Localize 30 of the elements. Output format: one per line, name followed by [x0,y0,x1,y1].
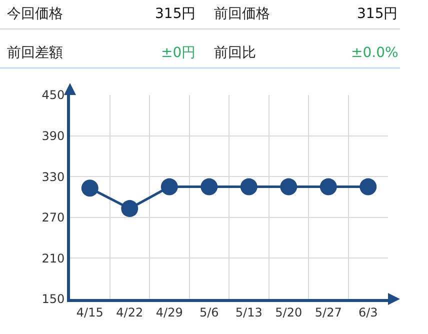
point [160,178,178,196]
point [200,178,218,196]
x-tick-label: 4/29 [156,305,183,320]
text: ±0.0% [351,45,398,61]
text: 前回比 [214,45,256,61]
text: 315円 [155,6,196,22]
point [121,200,138,218]
y-tick-label: 330 [42,170,65,184]
x-tick-label: 5/13 [235,305,262,320]
y-tick-label: 270 [42,210,65,225]
text: 前回価格 [214,6,270,22]
y-tick-label: 150 [42,292,65,306]
point [360,178,377,196]
x-tick-label: 5/27 [314,305,342,320]
point [81,180,98,197]
x-tick-label: 5/6 [199,305,219,320]
y-tick-label: 390 [42,129,65,143]
y-tick-label: 210 [42,251,65,266]
x-tick-label: 5/20 [275,305,302,320]
x-tick-label: 4/15 [76,305,104,320]
text: 前回差額 [7,45,63,61]
text: ±0円 [161,45,196,61]
x-tick-label: 4/22 [116,305,144,320]
text: 315円 [357,6,398,22]
point [240,178,258,196]
text: 今回価格 [7,6,63,22]
point [320,178,337,196]
y-tick-label: 450 [42,88,65,102]
x-tick-label: 6/3 [358,305,378,320]
point [280,178,298,196]
